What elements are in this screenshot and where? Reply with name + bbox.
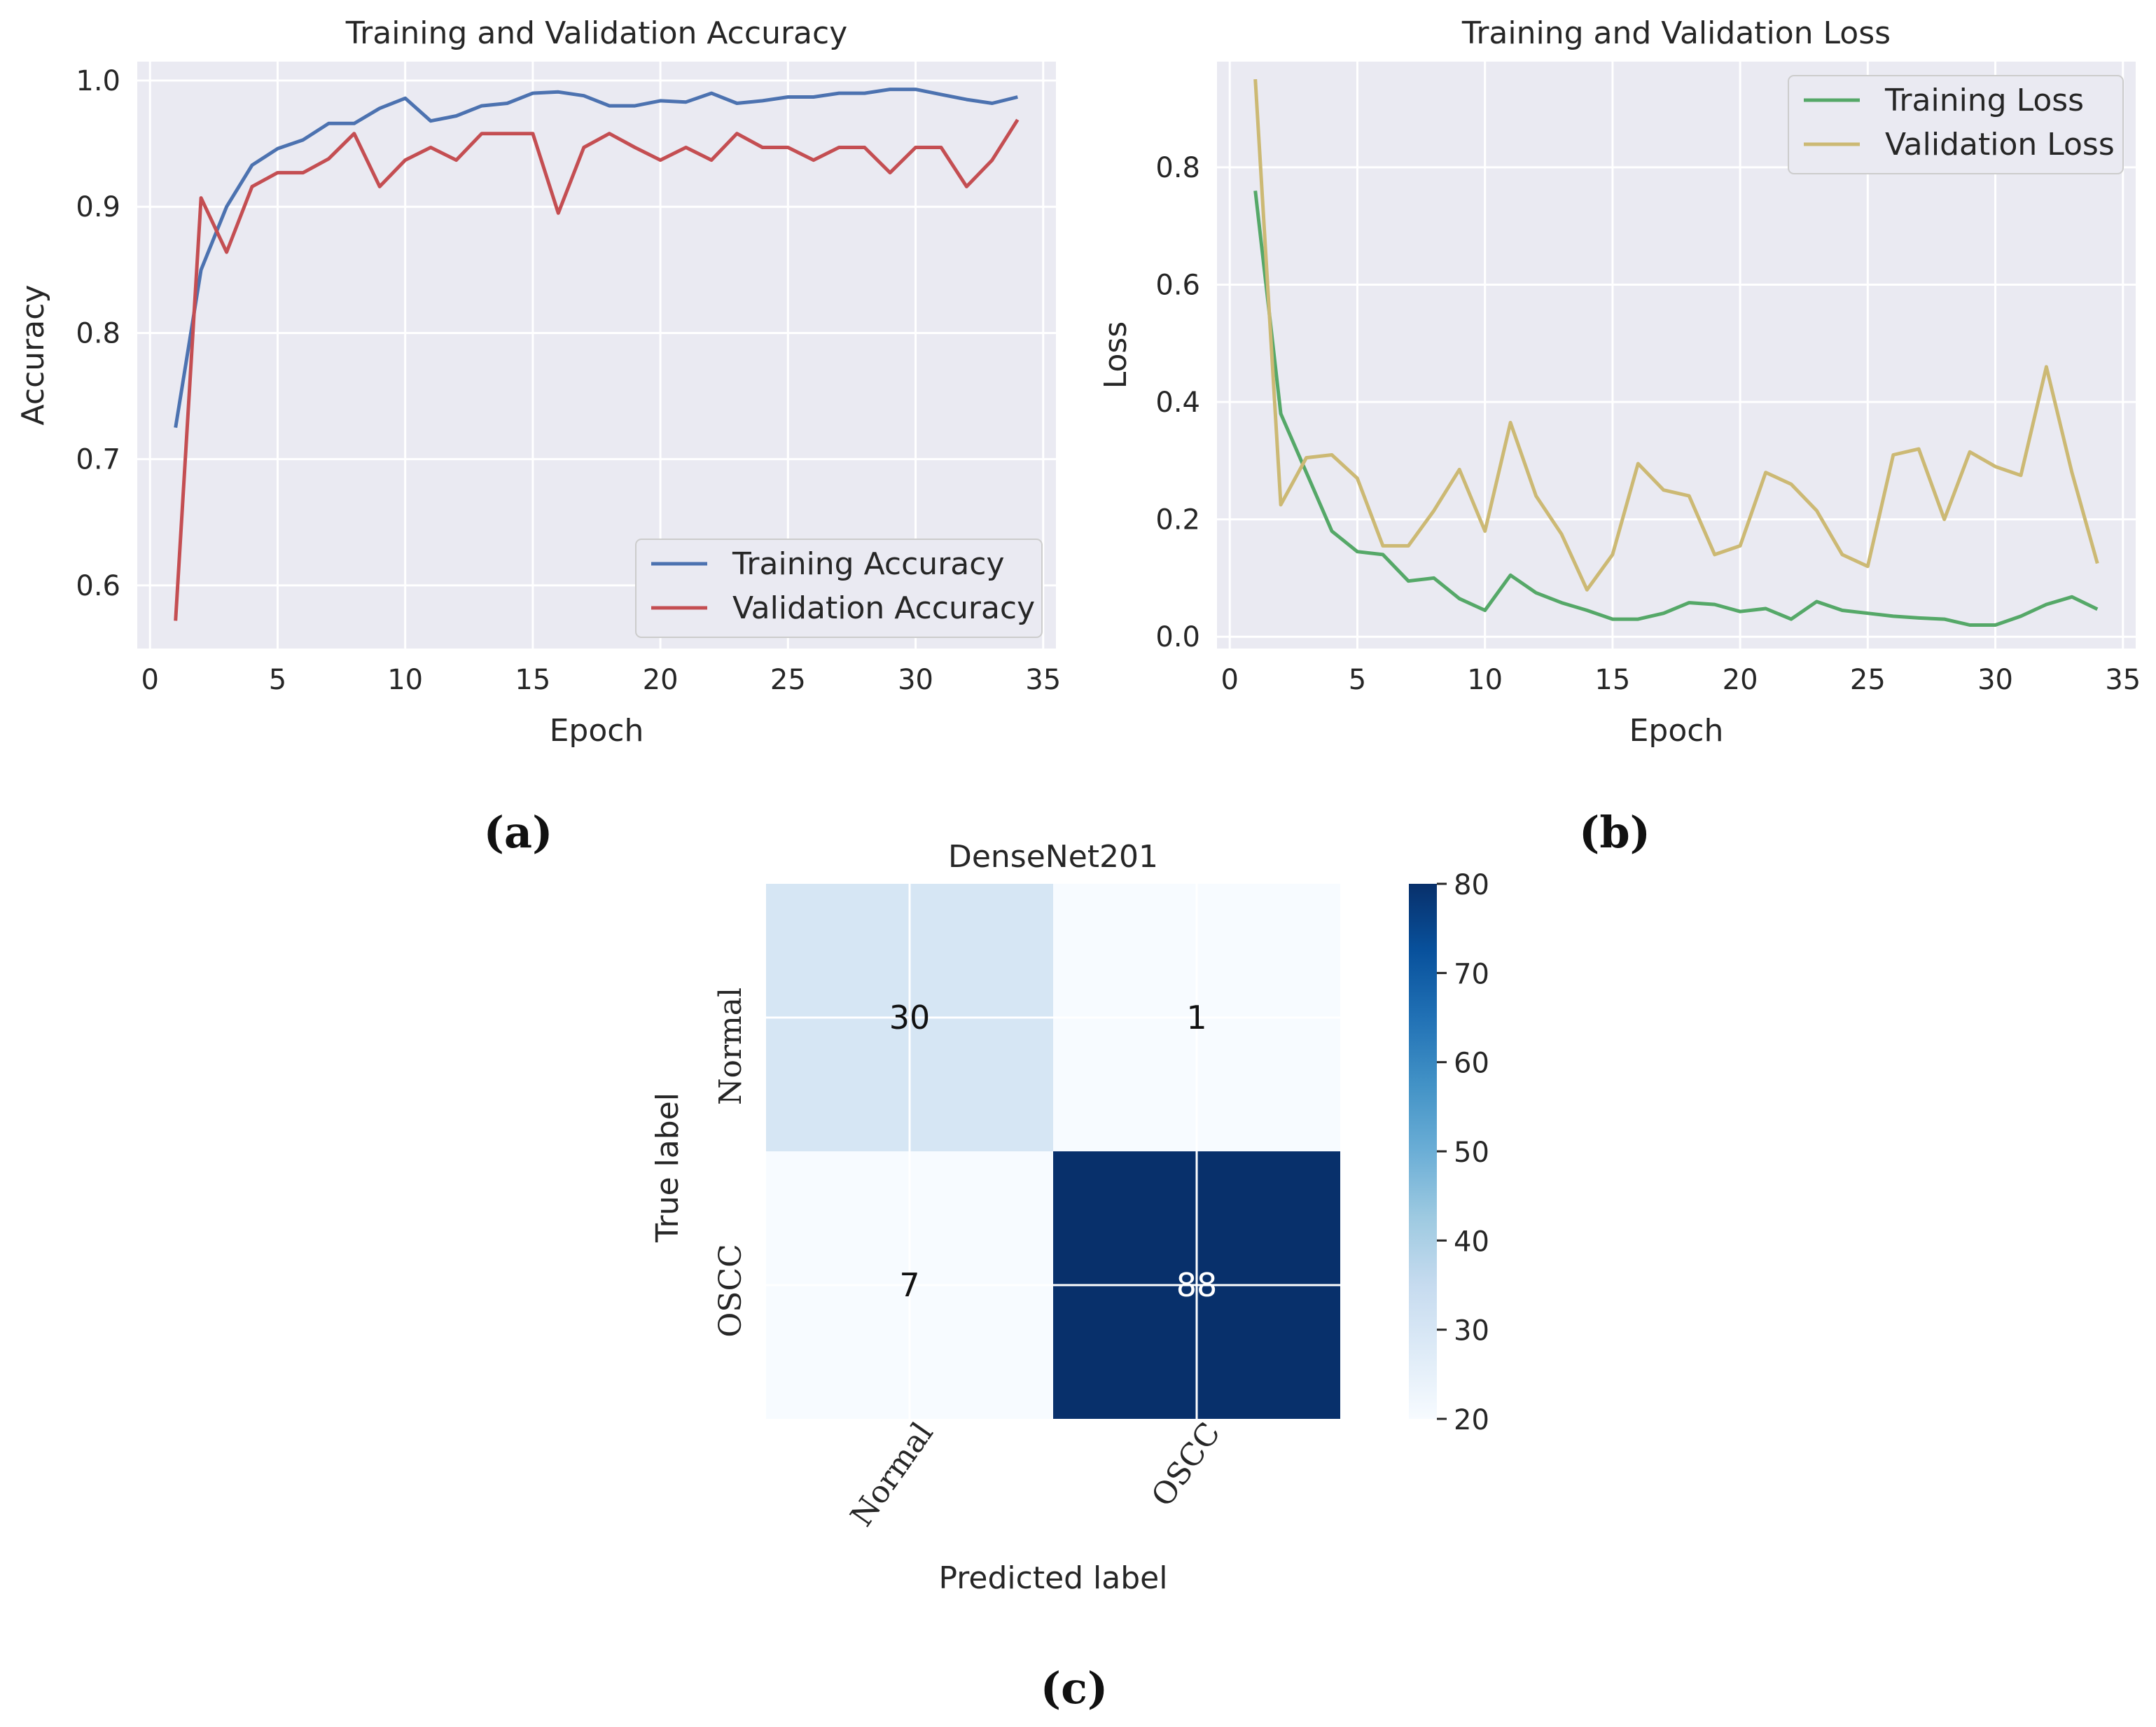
colorbar-tick-label: 40 [1454, 1226, 1489, 1258]
loss-x-axis-label: Epoch [1629, 713, 1724, 749]
y-tick-label: 0.6 [1155, 269, 1200, 301]
colorbar-ticks: 20 30 40 50 60 70 80 [1437, 869, 1489, 1436]
accuracy-legend-box [635, 539, 1043, 638]
legend-label-validation-accuracy: Validation Accuracy [732, 590, 1035, 626]
row-label-normal: Normal [713, 987, 749, 1105]
panel-label-c: (c) [1041, 1663, 1108, 1714]
loss-lines [1253, 78, 2099, 627]
series-line-validation-loss [1253, 78, 2099, 592]
x-tick-label: 5 [1349, 664, 1366, 696]
col-label-normal: Normal [844, 1416, 940, 1533]
y-tick-label: 0.6 [76, 570, 120, 602]
x-tick-label: 30 [1977, 664, 2013, 696]
loss-y-axis-label: Loss [1098, 321, 1134, 389]
confusion-matrix-values: 30 1 7 88 [889, 999, 1218, 1304]
x-tick-label: 25 [770, 664, 806, 696]
x-tick-label: 20 [643, 664, 679, 696]
y-tick-label: 0.9 [76, 191, 120, 223]
matrix-cell-value: 88 [1176, 1266, 1218, 1304]
x-tick-label: 10 [1467, 664, 1503, 696]
loss-y-ticks: 0.0 0.2 0.4 0.6 0.8 [1155, 152, 1200, 653]
series-line-training-loss [1253, 190, 2099, 627]
confusion-matrix-grid [766, 884, 1340, 1419]
panel-label-b: (b) [1579, 807, 1650, 858]
accuracy-lines [174, 88, 1020, 621]
colorbar-tick-label: 70 [1454, 958, 1489, 990]
accuracy-chart: 0 5 10 15 20 25 30 35 0.6 0.7 0.8 0.9 1.0 Training … [15, 15, 1061, 858]
x-tick-label: 0 [1220, 664, 1238, 696]
loss-legend: Training Loss Validation Loss [1788, 75, 2124, 174]
y-tick-label: 1.0 [76, 65, 120, 97]
x-tick-label: 15 [515, 664, 550, 696]
y-tick-label: 0.0 [1155, 621, 1200, 653]
x-tick-label: 5 [269, 664, 286, 696]
matrix-cell-value: 30 [889, 999, 931, 1036]
accuracy-chart-title: Training and Validation Accuracy [345, 15, 848, 51]
panel-label-a: (a) [484, 807, 553, 858]
accuracy-x-axis-label: Epoch [550, 713, 644, 749]
y-tick-label: 0.8 [76, 317, 120, 349]
x-tick-label: 15 [1594, 664, 1630, 696]
colorbar-tick-label: 20 [1454, 1404, 1489, 1436]
x-tick-label: 30 [898, 664, 933, 696]
x-tick-label: 20 [1723, 664, 1758, 696]
x-tick-label: 10 [387, 664, 423, 696]
y-tick-label: 0.7 [76, 444, 120, 476]
confusion-matrix: DenseNet201 30 1 7 88 Normal OSCC Normal OS… [650, 839, 1489, 1714]
y-tick-label: 0.8 [1155, 152, 1200, 184]
colorbar-tick-label: 30 [1454, 1315, 1489, 1347]
accuracy-y-axis-label: Accuracy [15, 285, 51, 426]
x-tick-label: 25 [1850, 664, 1886, 696]
confusion-matrix-cells [766, 884, 1340, 1419]
series-line-validation-accuracy [174, 118, 1020, 621]
x-tick-label: 35 [2105, 664, 2141, 696]
y-tick-label: 0.4 [1155, 387, 1200, 419]
accuracy-x-ticks: 0 5 10 15 20 25 30 35 [141, 664, 1061, 696]
col-label-oscc: OSCC [1145, 1416, 1227, 1513]
legend-label-validation-loss: Validation Loss [1885, 127, 2115, 162]
x-tick-label: 35 [1025, 664, 1061, 696]
confusion-matrix-title: DenseNet201 [948, 839, 1158, 875]
y-tick-label: 0.2 [1155, 504, 1200, 536]
matrix-cell-value: 1 [1186, 999, 1206, 1036]
colorbar-tick-label: 50 [1454, 1137, 1489, 1169]
matrix-cell-value: 7 [899, 1266, 919, 1304]
colorbar: 20 30 40 50 60 70 80 [1409, 869, 1489, 1436]
accuracy-y-ticks: 0.6 0.7 0.8 0.9 1.0 [76, 65, 120, 602]
confusion-y-axis-label: True label [650, 1093, 686, 1243]
legend-label-training-accuracy: Training Accuracy [732, 546, 1004, 582]
legend-label-training-loss: Training Loss [1884, 83, 2084, 118]
colorbar-gradient [1409, 884, 1437, 1419]
loss-x-ticks: 0 5 10 15 20 25 30 35 [1220, 664, 2141, 696]
confusion-x-axis-label: Predicted label [939, 1560, 1168, 1596]
x-tick-label: 0 [141, 664, 158, 696]
loss-chart: 0 5 10 15 20 25 30 35 0.0 0.2 0.4 0.6 0.8 Training … [1098, 15, 2141, 858]
series-line-training-accuracy [174, 88, 1018, 428]
colorbar-tick-label: 80 [1454, 869, 1489, 901]
row-label-oscc: OSCC [713, 1244, 749, 1338]
loss-chart-title: Training and Validation Loss [1461, 15, 1891, 51]
loss-legend-box [1788, 75, 2124, 174]
accuracy-legend: Training Accuracy Validation Accuracy [635, 539, 1043, 638]
colorbar-tick-label: 60 [1454, 1048, 1489, 1080]
